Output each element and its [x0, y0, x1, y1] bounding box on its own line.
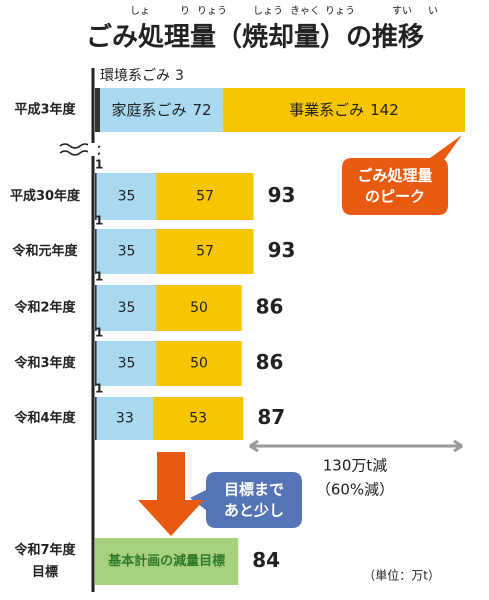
bar-segment	[96, 173, 157, 220]
peak-text: のピーク	[365, 188, 425, 206]
value-label: 33	[116, 411, 134, 427]
segment-label: 事業系ごみ 142	[289, 101, 399, 119]
target-name: 基本計画の減量目標	[107, 553, 225, 569]
value-label: 57	[196, 244, 214, 260]
total-label: 84	[252, 548, 280, 572]
value-label: 3	[175, 68, 184, 84]
bar-segment	[95, 285, 97, 331]
bar-segment	[156, 341, 242, 386]
reduction-text: （60%減）	[316, 481, 394, 499]
bar-segment	[95, 173, 97, 220]
legend-label: 環境系ごみ 3	[100, 68, 184, 84]
bar-segment	[96, 341, 157, 386]
bar-segment	[96, 229, 157, 274]
axis-break-gap	[88, 143, 98, 156]
bar-segment	[95, 397, 97, 440]
category-label: 令和7年度	[14, 542, 76, 558]
series-name: 環境系ごみ	[100, 68, 170, 84]
category-label: 令和3年度	[14, 355, 76, 371]
segment-label: 家庭系ごみ 72	[111, 101, 211, 119]
value-label: 57	[196, 189, 214, 205]
value-label: 72	[192, 101, 211, 119]
target-bar	[95, 538, 239, 585]
value-label: 1	[95, 270, 103, 284]
title-ruby: りょう	[197, 5, 227, 17]
bar-segment	[100, 88, 223, 132]
value-label: 1	[95, 382, 103, 396]
category-label: 令和4年度	[14, 410, 76, 426]
value-label: 35	[118, 300, 136, 316]
category-label: 令和2年度	[14, 300, 76, 316]
total-label: 93	[268, 183, 296, 207]
value-label: 50	[190, 300, 208, 316]
title-ruby: しょう	[253, 5, 283, 17]
near-callout	[190, 472, 302, 528]
value-label: 1	[95, 214, 103, 228]
reduction-text: 130万t減	[323, 457, 388, 475]
bar-segment	[222, 88, 465, 132]
category-label: 令和元年度	[12, 243, 78, 259]
bar-segment	[95, 341, 97, 386]
bar-segment	[156, 285, 242, 331]
total-label: 86	[256, 350, 284, 374]
value-label: 35	[118, 356, 136, 372]
title-ruby: すい	[392, 5, 412, 17]
unit-label: （単位：万t）	[363, 568, 440, 583]
value-label: 35	[118, 189, 136, 205]
value-label: 53	[189, 411, 207, 427]
bar-segment	[152, 397, 244, 440]
value-label: 35	[118, 244, 136, 260]
value-label: 1	[95, 158, 103, 172]
near-text: あと少し	[224, 502, 284, 520]
title-ruby: い	[428, 6, 438, 17]
chart-title: ごみ処理量（焼却量）の推移	[86, 22, 424, 53]
total-label: 86	[256, 295, 284, 319]
title-ruby: りょう	[325, 5, 355, 17]
value-label: 1	[95, 326, 103, 340]
series-name: 事業系ごみ	[289, 101, 364, 119]
bar-segment	[96, 285, 157, 331]
total-label: 93	[268, 238, 296, 262]
peak-text: ごみ処理量	[357, 167, 432, 185]
bar-segment	[156, 229, 254, 274]
peak-callout	[342, 135, 462, 215]
reduction-arrow	[249, 439, 463, 453]
series-name: 家庭系ごみ	[111, 101, 186, 119]
value-label: 142	[370, 101, 399, 119]
bar-segment	[96, 397, 153, 440]
title-ruby: り	[180, 5, 190, 17]
near-text: 目標まで	[224, 481, 284, 499]
title-ruby: きゃく	[290, 5, 320, 17]
category-label: 平成30年度	[10, 188, 81, 204]
category-label: 目標	[32, 564, 58, 580]
bar-segment	[95, 229, 97, 274]
down-arrow	[138, 452, 204, 536]
bar-segment	[95, 88, 101, 132]
bar-segment	[156, 173, 254, 220]
total-label: 87	[257, 405, 285, 429]
category-label: 平成3年度	[14, 102, 76, 118]
value-label: 50	[190, 356, 208, 372]
title-ruby: しょ	[130, 5, 150, 17]
